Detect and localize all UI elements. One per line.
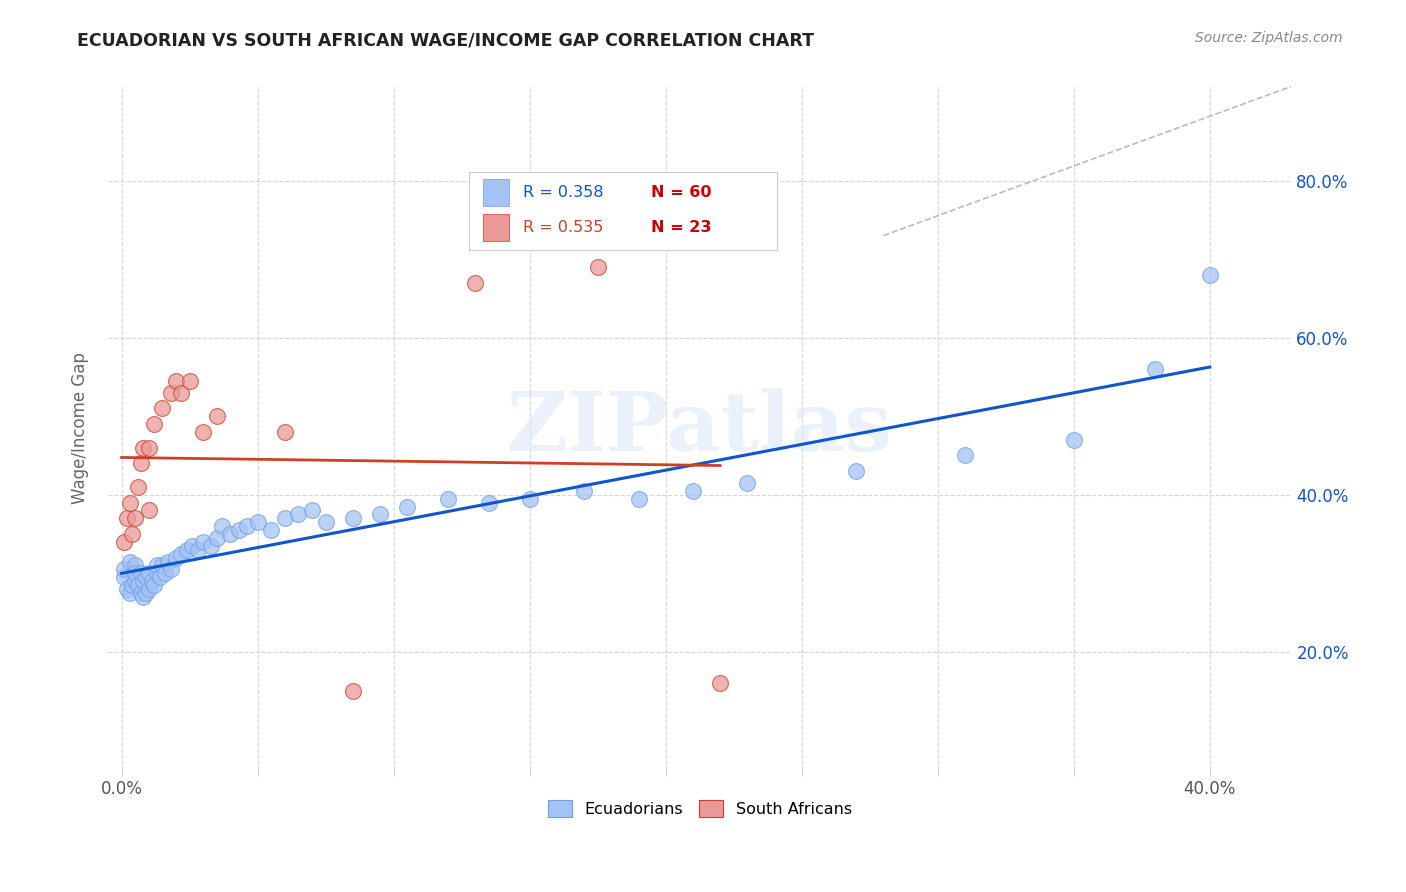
Legend: Ecuadorians, South Africans: Ecuadorians, South Africans bbox=[541, 794, 858, 823]
Point bbox=[127, 578, 149, 592]
Point bbox=[112, 534, 135, 549]
Text: Source: ZipAtlas.com: Source: ZipAtlas.com bbox=[1195, 31, 1343, 45]
Point bbox=[1063, 433, 1085, 447]
Point bbox=[737, 475, 759, 490]
Point bbox=[124, 558, 146, 573]
Point bbox=[132, 590, 155, 604]
Point bbox=[156, 555, 179, 569]
Text: N = 60: N = 60 bbox=[651, 185, 711, 200]
Point bbox=[170, 547, 193, 561]
Point bbox=[153, 566, 176, 581]
Point bbox=[138, 503, 160, 517]
Point bbox=[141, 574, 163, 589]
Point bbox=[170, 385, 193, 400]
Point bbox=[143, 578, 166, 592]
Point bbox=[179, 374, 201, 388]
Point bbox=[115, 511, 138, 525]
Point bbox=[845, 464, 868, 478]
Point bbox=[112, 570, 135, 584]
Point bbox=[132, 574, 155, 589]
Point bbox=[437, 491, 460, 506]
Point bbox=[165, 374, 187, 388]
Text: ECUADORIAN VS SOUTH AFRICAN WAGE/INCOME GAP CORRELATION CHART: ECUADORIAN VS SOUTH AFRICAN WAGE/INCOME … bbox=[77, 31, 814, 49]
Point bbox=[138, 441, 160, 455]
Point bbox=[464, 276, 486, 290]
Point bbox=[152, 401, 174, 416]
Point bbox=[342, 511, 364, 525]
Point bbox=[396, 500, 419, 514]
Point bbox=[709, 676, 731, 690]
Point bbox=[124, 566, 146, 581]
Point bbox=[138, 566, 160, 581]
Point bbox=[193, 534, 215, 549]
Point bbox=[274, 425, 297, 439]
Point bbox=[1144, 362, 1167, 376]
Point bbox=[260, 523, 283, 537]
Text: ZIPatlas: ZIPatlas bbox=[508, 388, 893, 468]
FancyBboxPatch shape bbox=[470, 172, 776, 251]
Point bbox=[301, 503, 323, 517]
Point bbox=[478, 495, 501, 509]
Point bbox=[274, 511, 297, 525]
Point bbox=[181, 539, 204, 553]
FancyBboxPatch shape bbox=[484, 178, 509, 206]
Point bbox=[682, 483, 704, 498]
Point bbox=[228, 523, 250, 537]
Point bbox=[132, 441, 155, 455]
Point bbox=[129, 456, 152, 470]
Point bbox=[118, 586, 141, 600]
Point bbox=[115, 582, 138, 596]
FancyBboxPatch shape bbox=[484, 214, 509, 242]
Point bbox=[205, 409, 228, 424]
Text: R = 0.358: R = 0.358 bbox=[523, 185, 605, 200]
Point bbox=[572, 483, 595, 498]
Point bbox=[146, 566, 169, 581]
Point bbox=[187, 542, 209, 557]
Point bbox=[953, 449, 976, 463]
Point bbox=[112, 562, 135, 576]
Point bbox=[205, 531, 228, 545]
Point bbox=[586, 260, 609, 274]
Point bbox=[135, 570, 157, 584]
Text: N = 23: N = 23 bbox=[651, 220, 711, 235]
Point bbox=[121, 578, 143, 592]
Point bbox=[118, 555, 141, 569]
Point bbox=[118, 495, 141, 509]
Point bbox=[152, 558, 174, 573]
Point bbox=[143, 417, 166, 431]
Point bbox=[627, 491, 650, 506]
Point bbox=[165, 550, 187, 565]
Point bbox=[519, 491, 541, 506]
Point bbox=[176, 542, 198, 557]
Point bbox=[1198, 268, 1220, 282]
Point bbox=[315, 515, 337, 529]
Point bbox=[159, 562, 181, 576]
Point bbox=[200, 539, 222, 553]
Point bbox=[159, 385, 181, 400]
Point bbox=[146, 558, 169, 573]
Point bbox=[368, 508, 391, 522]
Point bbox=[127, 480, 149, 494]
Point bbox=[124, 511, 146, 525]
Point bbox=[235, 519, 257, 533]
Point bbox=[149, 570, 172, 584]
Point bbox=[287, 508, 309, 522]
Point bbox=[138, 582, 160, 596]
Text: R = 0.535: R = 0.535 bbox=[523, 220, 603, 235]
Y-axis label: Wage/Income Gap: Wage/Income Gap bbox=[72, 352, 89, 504]
Point bbox=[342, 684, 364, 698]
Point bbox=[193, 425, 215, 439]
Point bbox=[211, 519, 233, 533]
Point bbox=[129, 566, 152, 581]
Point bbox=[219, 527, 242, 541]
Point bbox=[124, 574, 146, 589]
Point bbox=[121, 527, 143, 541]
Point bbox=[246, 515, 269, 529]
Point bbox=[129, 586, 152, 600]
Point bbox=[135, 586, 157, 600]
